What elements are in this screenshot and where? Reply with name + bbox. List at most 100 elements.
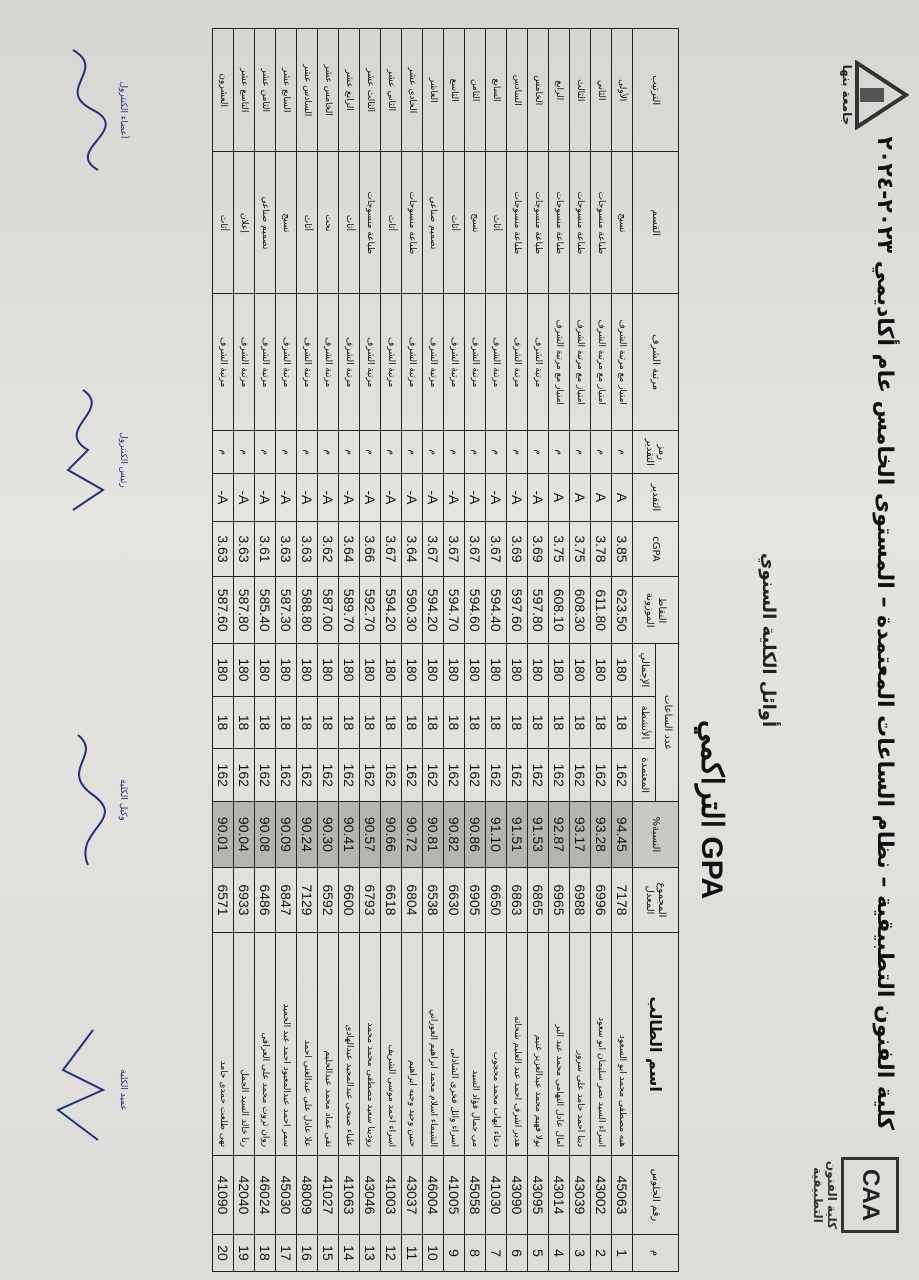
cell-grade: A- xyxy=(443,473,465,522)
cell-h3: 180 xyxy=(296,643,318,697)
cell-pct: 92.87 xyxy=(548,801,570,868)
cell-n: 7 xyxy=(485,1234,507,1272)
cell-cgpa: 3.69 xyxy=(527,521,549,577)
col-rank: الترتيب xyxy=(632,28,679,152)
cell-code: م xyxy=(548,430,570,474)
cell-n: 8 xyxy=(464,1234,486,1272)
cell-dept: نسيج xyxy=(464,151,486,294)
cell-rank: الرابع عشر xyxy=(338,28,360,152)
cell-h3: 180 xyxy=(422,643,444,697)
col-seat: رقم الجلوس xyxy=(632,1155,679,1235)
cell-total: 6571 xyxy=(212,867,234,933)
cell-rank: التاسع عشر xyxy=(233,28,255,152)
cell-n: 18 xyxy=(254,1234,276,1272)
cell-h3: 180 xyxy=(359,643,381,697)
cell-total: 6847 xyxy=(275,867,297,933)
cell-n: 11 xyxy=(401,1234,423,1272)
cell-name: رودينا سعيد مصطفى محمد محمد xyxy=(359,932,381,1156)
cell-h1: 162 xyxy=(443,748,465,802)
col-grade: التقدير xyxy=(632,473,679,522)
cell-code: م xyxy=(212,430,234,474)
cell-pts: 594.40 xyxy=(485,576,507,644)
cell-h3: 180 xyxy=(401,643,423,697)
cell-h2: 18 xyxy=(380,696,402,749)
cell-name: روان ثروت محمد على العرافى xyxy=(254,932,276,1156)
signature-block: عميد الكلية xyxy=(43,1010,129,1170)
cell-name: هبه مصطفى محمد ابو السعود xyxy=(611,932,633,1156)
cell-pct: 93.28 xyxy=(590,801,612,868)
cell-pts: 608.10 xyxy=(548,576,570,644)
table-row: 16 48009 علا عادل على عبدالغنى احمد 7129 90.… xyxy=(296,28,318,1272)
cell-name: سمر احمد عبدالمعبود احمد عبد الحميد xyxy=(275,932,297,1156)
cell-pts: 594.20 xyxy=(380,576,402,644)
cell-n: 13 xyxy=(359,1234,381,1272)
table-row: 5 43095 بولا فهيم محمد عبدالعزيز غنيم 6865 9… xyxy=(527,28,549,1272)
table-row: 18 46024 روان ثروت محمد على العرافى 6486 90.… xyxy=(254,28,276,1272)
cell-total: 6988 xyxy=(569,867,591,933)
cell-h1: 162 xyxy=(548,748,570,802)
cell-h1: 162 xyxy=(527,748,549,802)
cell-pts: 611.80 xyxy=(590,576,612,644)
cell-code: م xyxy=(254,430,276,474)
document-subtitle: أوائل الكلية السنوي xyxy=(758,552,779,728)
col-index: م xyxy=(632,1234,679,1272)
cell-pct: 90.24 xyxy=(296,801,318,868)
col-percent: النسبة% xyxy=(632,801,679,868)
cell-rank: الخامس xyxy=(527,28,549,152)
cell-h3: 180 xyxy=(317,643,339,697)
cell-cgpa: 3.63 xyxy=(212,521,234,577)
cell-dept: طباعة منسوجات xyxy=(590,151,612,294)
cell-rank: الثالث عشر xyxy=(359,28,381,152)
handwritten-signature xyxy=(72,49,107,171)
cell-grade: A- xyxy=(464,473,486,522)
cell-n: 2 xyxy=(590,1234,612,1272)
cell-grade: A- xyxy=(233,473,255,522)
cell-honor: مرتبة الشرف xyxy=(443,293,465,431)
cell-honor: مرتبة الشرف xyxy=(401,293,423,431)
table-row: 4 43014 امال عادل التهامى محمد عبد البر 696… xyxy=(548,28,570,1272)
col-hours-activity: الأنشطة xyxy=(632,696,656,749)
cell-h1: 162 xyxy=(401,748,423,802)
cell-dept: أثاث xyxy=(485,151,507,294)
cell-name: تقى عماد محمد عبدالحليم xyxy=(317,932,339,1156)
cell-total: 6618 xyxy=(380,867,402,933)
cell-grade: A- xyxy=(296,473,318,522)
cell-name: علياء صبحى عبدالمجيد عبدالهادى xyxy=(338,932,360,1156)
cell-pct: 90.66 xyxy=(380,801,402,868)
cell-pts: 594.70 xyxy=(443,576,465,644)
cell-seat: 41090 xyxy=(212,1155,234,1235)
cell-h3: 180 xyxy=(338,643,360,697)
cell-n: 19 xyxy=(233,1234,255,1272)
cell-total: 6650 xyxy=(485,867,507,933)
cell-name: اسراء السيد نصر سليمان ابو سعود xyxy=(590,932,612,1156)
cell-honor: مرتبة الشرف xyxy=(254,293,276,431)
cell-h3: 180 xyxy=(485,643,507,697)
cell-pts: 597.60 xyxy=(506,576,528,644)
cell-n: 10 xyxy=(422,1234,444,1272)
cell-h1: 162 xyxy=(233,748,255,802)
table-row: 9 41005 اسراء وائل فخرى الشاذلى 6630 90.82 16… xyxy=(443,28,465,1272)
signature-block: أعضاء الكنترول xyxy=(43,30,129,190)
top-students-table: م رقم الجلوس اسم الطالب المجموع المعدل ا… xyxy=(212,28,679,1272)
cell-dept: أثاث xyxy=(380,151,402,294)
cell-h1: 162 xyxy=(254,748,276,802)
cell-code: م xyxy=(443,430,465,474)
cell-grade: A- xyxy=(275,473,297,522)
cell-seat: 41027 xyxy=(317,1155,339,1235)
cell-n: 9 xyxy=(443,1234,465,1272)
cell-honor: مرتبة الشرف xyxy=(485,293,507,431)
cell-h1: 162 xyxy=(380,748,402,802)
cell-honor: مرتبة الشرف xyxy=(317,293,339,431)
cell-seat: 43002 xyxy=(590,1155,612,1235)
cell-h2: 18 xyxy=(422,696,444,749)
cell-h3: 180 xyxy=(233,643,255,697)
cell-dept: طباعة منسوجات xyxy=(569,151,591,294)
cell-seat: 45058 xyxy=(464,1155,486,1235)
col-department: القسم xyxy=(632,151,679,294)
cell-total: 6486 xyxy=(254,867,276,933)
cell-dept: طباعة منسوجات xyxy=(527,151,549,294)
cell-code: م xyxy=(296,430,318,474)
cell-seat: 43039 xyxy=(569,1155,591,1235)
cell-h1: 162 xyxy=(275,748,297,802)
cell-dept: طباعة منسوجات xyxy=(506,151,528,294)
